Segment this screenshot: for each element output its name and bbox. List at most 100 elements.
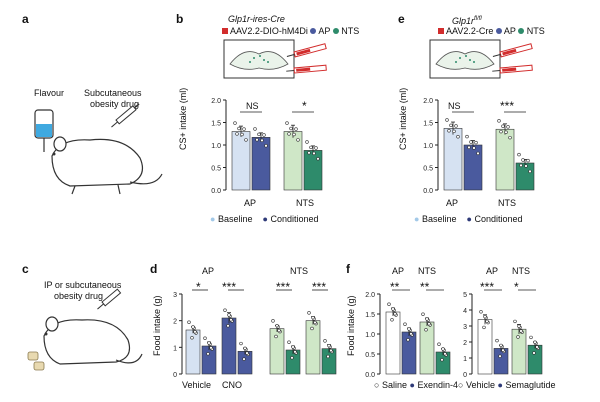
panel-d-bar-ap-vehicle-2-point bbox=[206, 352, 210, 356]
panel-e-bar-nts-baseline-point bbox=[497, 119, 501, 123]
panel-b-bar-nts-baseline-point bbox=[292, 132, 296, 137]
panel-f-right-y-tick-label: 2 bbox=[463, 340, 467, 347]
panel-d-chart: 0 1 2 3 bbox=[173, 289, 337, 379]
panel-f-bar-exendin-ap-point bbox=[409, 332, 413, 336]
panel-e-group-nts: NTS bbox=[498, 198, 516, 208]
panel-d-x-cno: CNO bbox=[222, 380, 242, 390]
panel-b-brain-schematic bbox=[223, 39, 327, 79]
panel-e-bar-ap-baseline-point bbox=[452, 129, 456, 134]
panel-f-bar-saline-ap-point bbox=[391, 307, 395, 311]
panel-b-label: b bbox=[176, 12, 184, 26]
panel-b-sig-ap: NS bbox=[246, 101, 259, 111]
panel-f-bar-vehicle-nts-point bbox=[513, 319, 517, 324]
virus-label: AAV2.2-DIO-hM4Di bbox=[230, 26, 308, 36]
panel-f-bar-saline-nts-point bbox=[425, 317, 429, 321]
panel-f-right-y-tick-label: 4 bbox=[463, 308, 467, 315]
panel-e-bar-ap-baseline-point bbox=[445, 118, 449, 122]
panel-b-bar-nts-baseline-point bbox=[287, 132, 291, 136]
panel-b-title: Glp1r-ires-Cre bbox=[228, 14, 285, 24]
panel-f-bar-exendin-nts-point bbox=[441, 347, 445, 351]
panel-e-bar-nts-conditioned-point bbox=[517, 152, 521, 157]
panel-d-bar-ap-cno-2-point bbox=[242, 357, 246, 361]
panel-f-sig-ap-right: *** bbox=[480, 280, 495, 294]
panel-f-bar-saline-ap-point bbox=[390, 318, 394, 322]
panel-e-sig-ap: NS bbox=[448, 101, 461, 111]
panel-d-bar-nts-vehicle-1-point bbox=[274, 334, 278, 339]
panel-f-bar-vehicle-ap-point bbox=[482, 325, 486, 330]
panel-f-left-y-tick-label: 0.0 bbox=[365, 372, 375, 379]
panel-e-sig-nts: *** bbox=[500, 99, 515, 113]
panel-b-y-tick-label: 0.0 bbox=[211, 188, 221, 195]
panel-b-bar-nts-conditioned-point bbox=[312, 151, 316, 156]
panel-e-bar-ap-conditioned-point bbox=[476, 151, 480, 156]
filled-dot-icon: ● bbox=[497, 380, 503, 390]
panel-f-right-y-tick-label: 0 bbox=[463, 372, 467, 379]
panel-b-bar-ap-conditioned-point bbox=[262, 133, 266, 137]
panel-f-bar-exendin-nts-point bbox=[437, 342, 441, 346]
panel-e-bar-ap-conditioned bbox=[463, 144, 483, 191]
panel-d-bar-ap-cno-1-point bbox=[229, 318, 233, 322]
panel-f-bar-semaglutide-ap bbox=[493, 348, 509, 375]
panel-b-y-tick-label: 0.5 bbox=[211, 166, 221, 173]
panel-f-bar-semaglutide-ap-point bbox=[495, 338, 499, 343]
panel-f-sig-ap-left: ** bbox=[390, 280, 400, 294]
panel-f-bar-exendin-ap-point bbox=[406, 338, 410, 342]
panel-e-virus-legend: AAV2.2-Cre AP NTS bbox=[438, 26, 545, 36]
panel-e-group-ap: AP bbox=[446, 198, 459, 208]
panel-e-title-sup: fl/fl bbox=[474, 16, 482, 22]
red-square-icon bbox=[222, 28, 228, 34]
panel-f-bar-semaglutide-nts-point bbox=[535, 345, 539, 349]
panel-f-bar-vehicle-nts-point bbox=[516, 335, 520, 339]
panel-b-bar-nts-conditioned-point bbox=[314, 146, 318, 150]
panel-f-bar-exendin-ap bbox=[401, 331, 417, 375]
panel-f-bar-exendin-nts bbox=[435, 351, 451, 375]
conditioned-dots-icon: ● bbox=[262, 214, 268, 224]
panel-b-y-tick-label: 2.0 bbox=[211, 98, 221, 105]
panel-b-bar-nts-conditioned-point bbox=[309, 145, 313, 150]
panel-f-left-y-tick-label: 2.0 bbox=[365, 292, 375, 299]
panel-e-title-text: Glp1r bbox=[452, 16, 475, 26]
panel-d-bar-ap-cno-2-point bbox=[245, 351, 249, 355]
panel-e-bar-nts-conditioned-point bbox=[526, 158, 530, 163]
panel-e-ylabel: CS+ intake (ml) bbox=[398, 87, 408, 150]
panel-e-y-tick-label: 0.0 bbox=[423, 188, 433, 195]
panel-d-y-tick-label: 2 bbox=[173, 319, 177, 326]
baseline-legend-label: Baseline bbox=[217, 214, 253, 224]
panel-d-ylabel: Food intake (g) bbox=[152, 295, 162, 356]
panel-b-bar-nts-baseline-point bbox=[285, 121, 289, 125]
panel-e-bar-nts-conditioned-point bbox=[528, 169, 532, 174]
conditioned-dots-icon: ● bbox=[466, 214, 472, 224]
panel-b-bar-ap-baseline-point bbox=[235, 132, 239, 136]
panel-f-bar-saline-ap-point bbox=[393, 312, 397, 316]
panel-d-group-ap: AP bbox=[202, 266, 215, 276]
panel-e-bar-ap-baseline-point bbox=[456, 135, 460, 139]
panel-a-label: a bbox=[22, 12, 29, 26]
panel-d-bar-nts-cno-2-point bbox=[323, 339, 327, 343]
panel-d-sig-ap-cno: *** bbox=[222, 280, 237, 294]
panel-e-bar-nts-baseline-point bbox=[508, 135, 512, 140]
panel-b-bar-ap-baseline-point bbox=[244, 138, 248, 142]
panel-d-bar-nts-vehicle-1-point bbox=[277, 328, 281, 333]
panel-f-bar-saline-ap-point bbox=[387, 302, 391, 306]
panel-f-bar-semaglutide-nts bbox=[527, 344, 543, 375]
panel-d-group-nts: NTS bbox=[290, 266, 308, 276]
panel-e-brain-schematic bbox=[429, 39, 533, 79]
panel-f-bar-saline-nts-point bbox=[421, 312, 425, 316]
panel-e-bar-nts-baseline-point bbox=[499, 129, 503, 134]
open-circle-icon: ○ bbox=[374, 380, 380, 390]
panel-f-bar-vehicle-nts-point bbox=[517, 324, 521, 328]
panel-f-bar-semaglutide-nts-point bbox=[529, 335, 533, 340]
panel-d-sig-ap-vehicle: * bbox=[196, 280, 201, 294]
nts-legend-label: NTS bbox=[526, 26, 545, 36]
red-square-icon bbox=[438, 28, 444, 34]
panel-f-legend-right: ○ Vehicle ● Semaglutide bbox=[458, 380, 556, 390]
panel-b-bar-nts-conditioned-point bbox=[307, 151, 311, 155]
ap-legend-label: AP bbox=[318, 26, 331, 36]
panel-e-bar-nts-baseline-point bbox=[501, 124, 505, 128]
panel-f-chart: 0.0 0.5 1.0 1.5 2.0 0 1 2 3 4 5 bbox=[365, 289, 543, 379]
panel-b-bar-ap-baseline-point bbox=[237, 126, 241, 131]
vehicle-legend-label: Vehicle bbox=[465, 380, 495, 390]
panel-e-bar-ap-conditioned-point bbox=[465, 134, 469, 139]
panel-d-bar-ap-cno-2-point bbox=[243, 346, 247, 351]
panel-d-bar-ap-cno-1-point bbox=[227, 313, 231, 317]
